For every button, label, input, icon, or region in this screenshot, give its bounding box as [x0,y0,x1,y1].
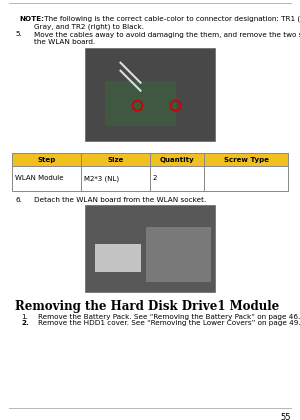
Text: Move the cables away to avoid damaging the them, and remove the two screws on th: Move the cables away to avoid damaging t… [34,32,300,37]
Text: WLAN Module: WLAN Module [15,176,64,181]
Text: The following is the correct cable-color to connector designation: TR1 (left) to: The following is the correct cable-color… [41,16,300,22]
Bar [12,153,288,166]
Text: 2: 2 [153,176,158,181]
Text: Remove the HDD1 cover. See “Removing the Lower Covers” on page 49.: Remove the HDD1 cover. See “Removing the… [38,320,300,326]
Bar [85,205,214,292]
Text: 5.: 5. [15,32,22,37]
Text: 6.: 6. [15,197,22,202]
Text: NOTE:: NOTE: [20,16,44,22]
Text: Gray, and TR2 (right) to Black.: Gray, and TR2 (right) to Black. [34,23,145,29]
Bar [106,81,176,126]
Text: 1.: 1. [21,314,28,320]
Text: M2*3 (NL): M2*3 (NL) [84,175,119,182]
Text: Step: Step [37,157,56,163]
Bar [12,153,288,191]
Text: the WLAN board.: the WLAN board. [34,39,96,45]
Text: Detach the WLAN board from the WLAN socket.: Detach the WLAN board from the WLAN sock… [34,197,207,202]
Text: Size: Size [107,157,124,163]
Bar [95,244,140,272]
Text: Quantity: Quantity [160,157,194,163]
Text: Screw Type: Screw Type [224,157,268,163]
Bar [146,227,211,282]
Text: 2.: 2. [21,320,29,326]
Text: Remove the Battery Pack. See “Removing the Battery Pack” on page 46.: Remove the Battery Pack. See “Removing t… [38,314,300,320]
Text: 55: 55 [280,413,291,420]
Text: Removing the Hard Disk Drive1 Module: Removing the Hard Disk Drive1 Module [15,300,279,313]
Bar [85,48,214,141]
